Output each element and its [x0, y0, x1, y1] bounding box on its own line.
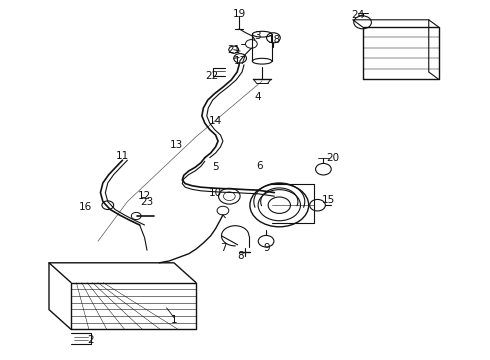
- Text: 10: 10: [209, 188, 222, 198]
- Text: 9: 9: [264, 243, 270, 253]
- Text: 18: 18: [268, 35, 281, 45]
- Text: 5: 5: [212, 162, 219, 172]
- Text: 13: 13: [170, 140, 183, 150]
- Text: 19: 19: [232, 9, 246, 19]
- Text: 1: 1: [171, 315, 177, 325]
- Text: 11: 11: [116, 150, 129, 161]
- Text: 21: 21: [227, 45, 241, 55]
- Text: 3: 3: [254, 31, 261, 41]
- Text: 17: 17: [233, 56, 247, 66]
- Text: 4: 4: [254, 92, 261, 102]
- Text: 23: 23: [140, 197, 154, 207]
- Text: 20: 20: [327, 153, 340, 163]
- Text: 15: 15: [321, 195, 335, 205]
- Text: 8: 8: [237, 251, 244, 261]
- Text: 12: 12: [138, 191, 151, 201]
- Text: 14: 14: [209, 116, 222, 126]
- Text: 16: 16: [79, 202, 93, 212]
- Text: 2: 2: [87, 335, 94, 345]
- Text: 6: 6: [256, 161, 263, 171]
- Text: 24: 24: [351, 10, 365, 20]
- Text: 7: 7: [220, 243, 226, 253]
- Text: 22: 22: [205, 71, 219, 81]
